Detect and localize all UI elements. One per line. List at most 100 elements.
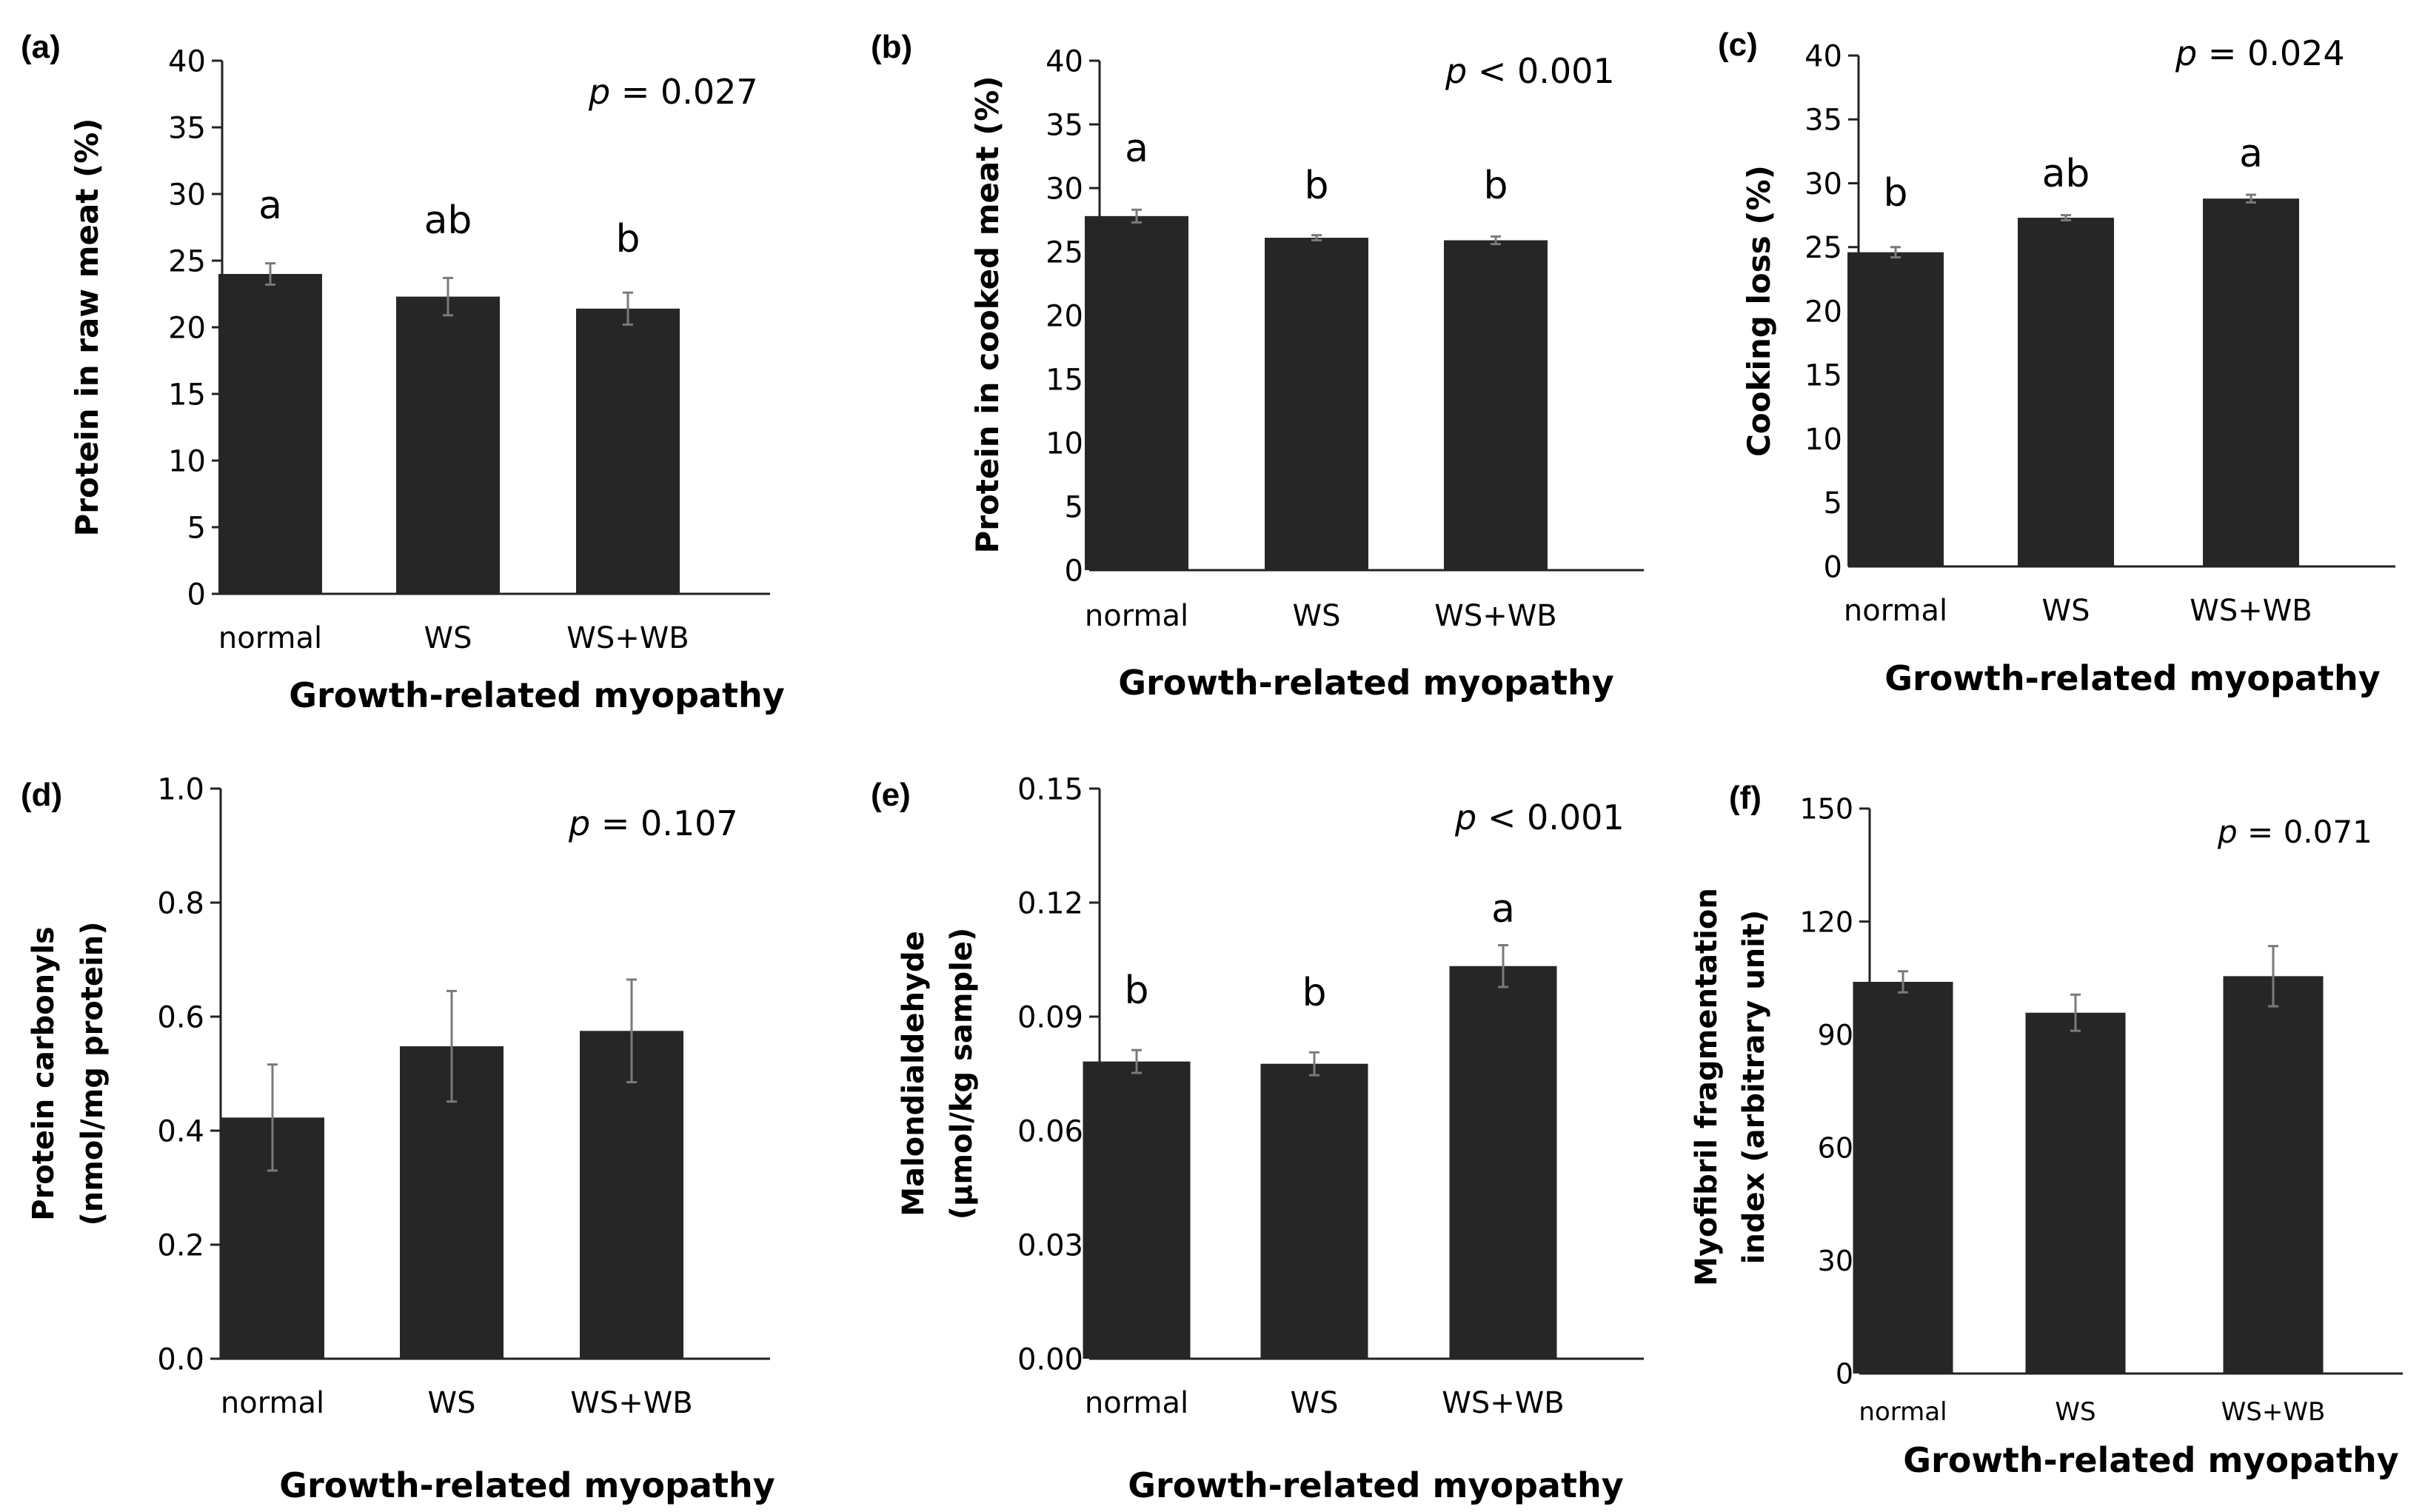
x-axis-title: Growth-related myopathy: [1903, 1440, 2398, 1480]
bar: [1083, 1061, 1191, 1359]
y-tick-label: 0.2: [157, 1228, 204, 1262]
significance-letter: b: [615, 217, 640, 261]
y-axis-title: Protein in cooked meat (%): [969, 76, 1006, 553]
category-label: WS: [1291, 1386, 1339, 1420]
bar: [2025, 1012, 2126, 1374]
p-value-text: = 0.024: [2197, 33, 2344, 73]
category-label: WS: [428, 1386, 476, 1420]
x-axis-title: Growth-related myopathy: [289, 675, 784, 715]
p-value: p = 0.071: [2217, 814, 2372, 850]
bar: [576, 308, 680, 594]
panel-label: (e): [871, 777, 911, 813]
panel-label: (f): [1729, 780, 1762, 816]
panel-label: (c): [1718, 27, 1758, 63]
y-axis-title-line2: (nmol/mg protein): [76, 921, 110, 1225]
y-tick-label: 0: [1836, 1358, 1853, 1391]
bar: [2203, 198, 2299, 566]
chart-panel: (e) 0.00 0.03 0.06 0.09 0.12 0.15 normal b WS b WS+…: [871, 772, 1644, 1505]
y-tick-label: 40: [168, 44, 206, 78]
significance-letter: b: [1483, 164, 1508, 208]
chart-panel: (f) 0 30 60 90 120 150 normal WS WS+WB p = 0.071 Gr…: [1690, 780, 2403, 1480]
y-tick-label: 150: [1799, 793, 1853, 826]
p-value: p = 0.107: [568, 803, 738, 843]
y-tick-label: 10: [168, 444, 206, 478]
p-value: p < 0.001: [1445, 51, 1615, 91]
y-axis-title-line2: (µmol/kg sample): [945, 928, 979, 1220]
y-tick-label: 0: [1065, 554, 1083, 588]
y-axis-title: Myofibril fragmentation: [1690, 888, 1724, 1286]
y-axis-title: Protein carbonyls: [27, 926, 61, 1221]
y-tick-label: 1.0: [157, 772, 204, 806]
bar: [1449, 966, 1557, 1359]
bar: [218, 274, 322, 594]
y-tick-label: 60: [1818, 1131, 1853, 1164]
y-tick-label: 120: [1799, 906, 1853, 938]
bar: [396, 296, 500, 594]
y-tick-label: 0.12: [1017, 886, 1083, 920]
p-symbol: p: [568, 803, 590, 843]
y-tick-label: 5: [1065, 490, 1083, 524]
p-value-text: < 0.001: [1476, 797, 1624, 837]
chart-panel: (d) 0.0 0.2 0.4 0.6 0.8 1.0 normal WS WS+WB p = 0.…: [21, 772, 775, 1505]
p-value-text: = 0.107: [590, 803, 737, 843]
y-tick-label: 0: [1824, 550, 1842, 584]
y-tick-label: 0: [187, 578, 206, 612]
y-tick-label: 0.00: [1017, 1342, 1083, 1376]
y-tick-label: 20: [1046, 299, 1083, 333]
significance-letter: ab: [424, 198, 472, 243]
p-symbol: p: [2217, 814, 2238, 850]
p-value: p < 0.001: [1454, 797, 1625, 837]
y-tick-label: 25: [1046, 235, 1083, 270]
panel-label: (d): [21, 777, 62, 813]
y-tick-label: 5: [1824, 486, 1842, 521]
y-tick-label: 35: [168, 111, 206, 145]
category-label: WS+WB: [2221, 1397, 2326, 1427]
y-tick-label: 30: [1818, 1245, 1853, 1277]
y-tick-label: 35: [1046, 108, 1083, 142]
y-tick-label: 30: [1804, 167, 1842, 201]
significance-letter: ab: [2042, 152, 2090, 196]
p-symbol: p: [588, 72, 610, 112]
p-symbol: p: [2175, 33, 2197, 73]
y-tick-label: 10: [1804, 423, 1842, 457]
category-label: WS: [2055, 1397, 2095, 1427]
significance-letter: b: [1883, 171, 1907, 215]
y-tick-label: 40: [1804, 39, 1842, 73]
y-tick-label: 10: [1046, 426, 1083, 461]
significance-letter: b: [1304, 164, 1328, 208]
y-tick-label: 0.0: [157, 1342, 204, 1376]
y-tick-label: 0.8: [157, 886, 204, 920]
category-label: normal: [221, 1386, 324, 1420]
y-tick-label: 15: [1046, 363, 1083, 397]
category-label: normal: [218, 621, 322, 655]
bar: [2018, 218, 2114, 566]
category-label: WS: [1293, 599, 1341, 633]
bar: [580, 1031, 683, 1359]
category-label: WS+WB: [566, 621, 689, 655]
significance-letter: a: [1491, 887, 1515, 931]
y-axis-title: Protein in raw meat (%): [69, 118, 105, 537]
y-axis-title: Malondialdehyde: [897, 931, 931, 1217]
p-value: p = 0.024: [2175, 33, 2345, 73]
significance-letter: a: [258, 184, 282, 228]
category-label: WS+WB: [1434, 599, 1556, 633]
chart-panel: (a) 0 5 10 15 20 25 30 35 40 normal a WS ab WS+WB b p = …: [21, 29, 785, 715]
x-axis-title: Growth-related myopathy: [1118, 663, 1613, 703]
x-axis-title: Growth-related myopathy: [1128, 1465, 1623, 1505]
bar: [1260, 1063, 1368, 1359]
p-value: p = 0.027: [588, 72, 758, 112]
y-tick-label: 0.4: [157, 1114, 204, 1148]
category-label: normal: [1844, 594, 1947, 628]
p-value-text: = 0.071: [2238, 814, 2372, 850]
y-tick-label: 40: [1046, 44, 1083, 78]
bar: [1085, 215, 1188, 570]
y-tick-label: 15: [168, 378, 206, 412]
p-symbol: p: [1454, 797, 1476, 837]
y-tick-label: 0.09: [1017, 1000, 1083, 1034]
y-tick-label: 30: [1046, 172, 1083, 206]
panel-label: (b): [871, 29, 912, 65]
p-symbol: p: [1445, 51, 1467, 91]
panel-label: (a): [21, 29, 61, 65]
p-value-text: < 0.001: [1467, 51, 1614, 91]
